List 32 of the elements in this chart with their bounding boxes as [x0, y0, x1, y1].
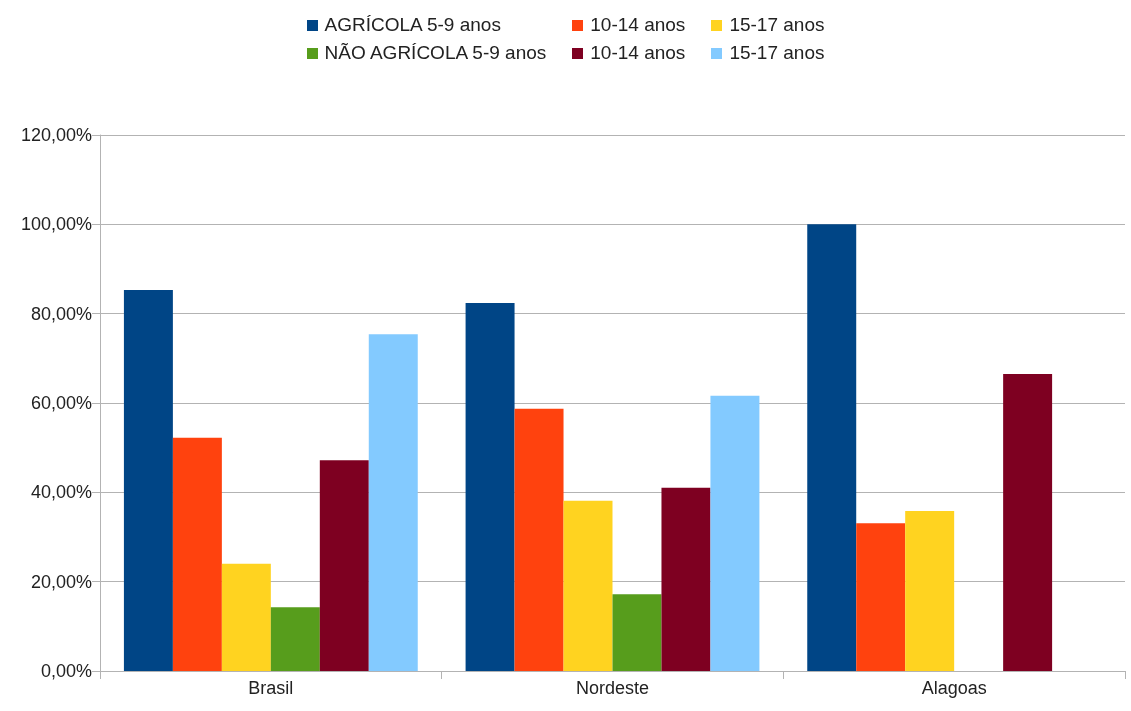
bar — [612, 594, 662, 671]
bar — [563, 500, 613, 671]
bar — [1003, 373, 1053, 671]
bar — [710, 395, 760, 671]
y-tick-label: 40,00% — [30, 482, 92, 503]
bar — [270, 607, 320, 671]
y-tick-label: 120,00% — [20, 125, 92, 145]
legend-label: 10-14 anos — [590, 14, 686, 36]
legend-label: NÃO AGRÍCOLA 5-9 anos — [324, 42, 547, 64]
bar — [514, 408, 564, 671]
legend-label: 10-14 anos — [590, 42, 686, 64]
y-tick-label: 0,00% — [40, 661, 92, 681]
bar — [856, 523, 906, 671]
x-tick-label: Alagoas — [921, 678, 987, 698]
y-tick-label: 60,00% — [30, 393, 92, 413]
legend-label: 15-17 anos — [729, 42, 825, 64]
y-tick-label: 80,00% — [30, 303, 92, 324]
x-tick-label: Nordeste — [575, 678, 650, 698]
bar — [905, 511, 955, 671]
bar — [661, 487, 711, 671]
bar — [319, 460, 369, 671]
legend-label: 15-17 anos — [729, 14, 825, 36]
bar — [368, 334, 418, 671]
bar — [807, 224, 857, 671]
bar — [221, 563, 271, 671]
bar — [123, 289, 173, 671]
bar — [465, 302, 515, 671]
y-tick-label: 100,00% — [20, 214, 92, 235]
legend-label: AGRÍCOLA 5-9 anos — [324, 14, 501, 36]
x-tick-label: Brasil — [248, 678, 294, 698]
y-tick-label: 20,00% — [30, 571, 92, 592]
bar — [172, 437, 222, 671]
